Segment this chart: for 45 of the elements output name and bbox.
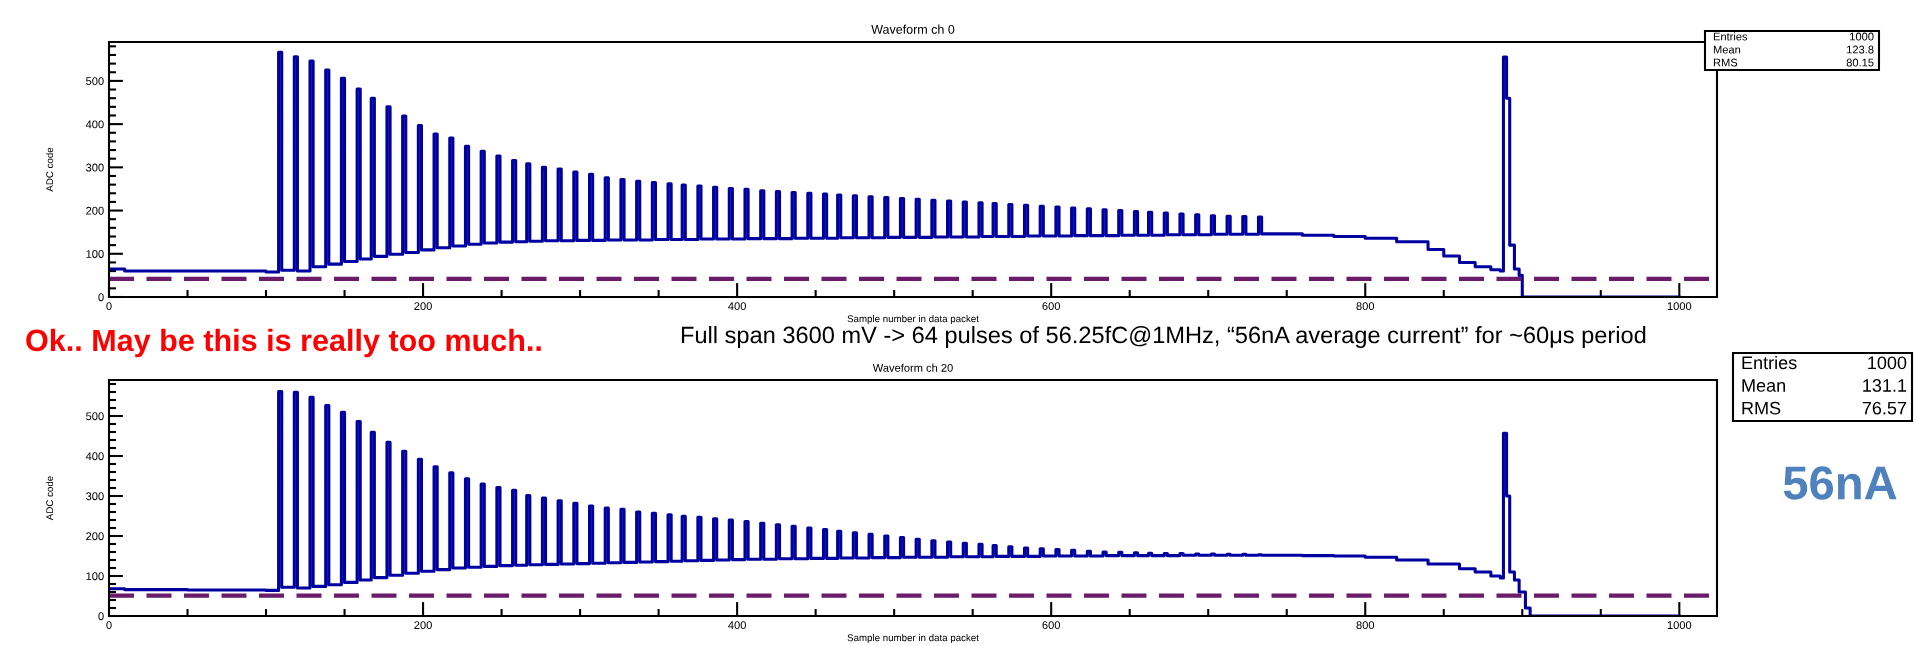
text: Full span 3600 mV -> 64 pulses of 56.25fC@1MHz, “56nA average current” for ~60μs period [681, 325, 1646, 348]
text: 56nA [1783, 466, 1897, 500]
x-tick-label: 600 [1042, 302, 1061, 311]
x-tick-label: 400 [728, 621, 746, 630]
y-tick-label: 0 [98, 293, 104, 302]
annotation: RMS [1713, 58, 1738, 67]
text: Entries [1713, 32, 1748, 41]
y-tick-label: 100 [86, 250, 104, 258]
x-tick-label: 400 [728, 302, 746, 311]
x-tick-label: 200 [414, 302, 432, 311]
text: 76.57 [1862, 401, 1907, 415]
y-tick-label: 300 [86, 492, 104, 501]
y-axis-title: ADC code [45, 476, 54, 521]
annotation: Mean [1713, 45, 1741, 54]
x-tick-label: 1000 [1667, 621, 1692, 630]
chart-title: Waveform ch 20 [872, 363, 953, 372]
text: Entries [1742, 355, 1797, 370]
text: 1000 [1868, 356, 1907, 370]
x-tick-label: 0 [106, 302, 112, 311]
x-tick-label: 800 [1356, 621, 1375, 630]
y-tick-label: 200 [86, 206, 104, 215]
x-axis-title: Sample number in data packet [847, 634, 979, 644]
y-tick-label: 400 [85, 120, 104, 129]
text: RMS [1742, 401, 1781, 415]
x-tick-label: 1000 [1667, 302, 1692, 311]
y-tick-label: 400 [85, 452, 104, 461]
text: 123.8 [1847, 45, 1874, 54]
chart-title: Waveform ch 0 [871, 24, 955, 34]
text: Mean [1742, 379, 1785, 392]
text: 131.1 [1863, 379, 1907, 392]
x-tick-label: 600 [1042, 621, 1061, 630]
y-tick-label: 100 [86, 572, 104, 581]
y-tick-label: 500 [86, 77, 104, 86]
text: Ok.. May be this is really too much.. [26, 328, 541, 358]
y-tick-label: 500 [86, 412, 104, 421]
x-axis-title: Sample number in data packet [847, 315, 979, 325]
x-tick-label: 800 [1356, 302, 1375, 311]
x-tick-label: 200 [414, 621, 432, 630]
text: 80.15 [1846, 58, 1874, 67]
x-tick-label: 0 [106, 621, 112, 630]
text: 1000 [1850, 32, 1874, 41]
y-tick-label: 200 [86, 532, 104, 541]
y-tick-label: 0 [98, 612, 104, 621]
y-tick-label: 300 [86, 163, 104, 172]
y-axis-title: ADC code [45, 147, 54, 192]
